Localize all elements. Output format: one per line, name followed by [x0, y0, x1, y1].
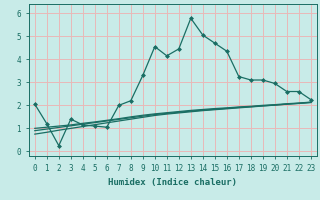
X-axis label: Humidex (Indice chaleur): Humidex (Indice chaleur) — [108, 178, 237, 187]
